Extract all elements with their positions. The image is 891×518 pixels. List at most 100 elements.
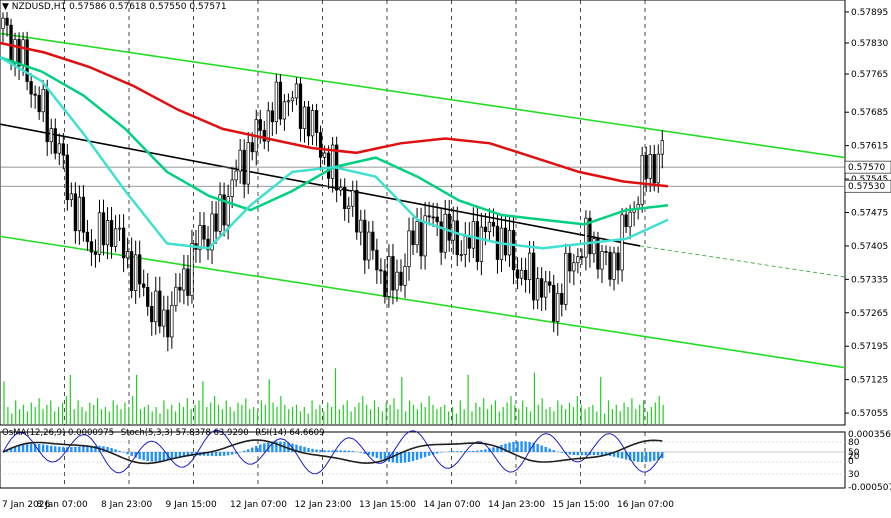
candle-body <box>359 219 363 233</box>
candle-body <box>576 256 580 264</box>
candle-body <box>443 213 447 253</box>
candle-body <box>81 196 86 233</box>
y-tick-label: 0.57055 <box>851 409 888 419</box>
candle-body <box>89 241 94 253</box>
y-tick-label: 0.57830 <box>851 39 888 49</box>
candle-body <box>423 215 427 257</box>
candle-body <box>447 213 451 241</box>
candle-body <box>596 238 600 270</box>
channel-mid-extension <box>639 245 846 278</box>
x-tick-label: 12 Jan 07:00 <box>230 500 287 510</box>
candle-body <box>387 256 391 297</box>
candle-body <box>13 39 17 64</box>
chart-header: ▼ NZDUSD,H1 0.57586 0.57618 0.57550 0.57… <box>2 2 227 12</box>
y-tick-label: 0.57765 <box>851 70 888 80</box>
candle-body <box>592 238 596 255</box>
candle-body <box>134 254 138 291</box>
candle-body <box>612 252 616 280</box>
candle-body <box>310 110 315 137</box>
channel-upper-line <box>0 32 846 159</box>
candle-body <box>142 283 146 288</box>
candle-body <box>5 17 9 26</box>
x-tick-label: 8 Jan 07:00 <box>37 500 89 510</box>
candle-body <box>503 227 508 256</box>
candle-body <box>85 231 90 243</box>
y-tick-label: 0.57895 <box>851 8 888 18</box>
candle-body <box>61 143 65 156</box>
y-tick-label: 0.57475 <box>851 209 888 219</box>
candle-body <box>475 221 480 262</box>
candle-body <box>113 228 118 247</box>
candle-body <box>105 220 110 246</box>
candle-body <box>395 271 399 291</box>
candle-body <box>262 129 266 142</box>
candle-body <box>21 39 25 67</box>
candle-body <box>660 140 664 155</box>
candle-body <box>379 269 383 272</box>
candle-body <box>242 149 246 185</box>
candle-body <box>162 309 166 327</box>
candle-body <box>198 225 202 250</box>
y-tick-label: 0.57405 <box>851 242 888 252</box>
candle-body <box>274 81 279 123</box>
candle-body <box>330 144 335 179</box>
candle-body <box>439 221 443 253</box>
candle-body <box>431 216 435 219</box>
candle-body <box>628 211 632 228</box>
candle-body <box>580 256 584 258</box>
candle-body <box>523 269 528 280</box>
candle-body <box>556 292 560 322</box>
candle-body <box>57 143 61 154</box>
candle-body <box>77 196 82 232</box>
candle-body <box>182 268 186 291</box>
candle-body <box>234 170 238 181</box>
candle-body <box>656 153 660 184</box>
candle-body <box>347 205 351 209</box>
candle-body <box>483 226 488 233</box>
candle-body <box>411 230 415 246</box>
candle-body <box>536 278 540 301</box>
candle-body <box>25 39 29 82</box>
candle-body <box>588 217 592 255</box>
x-tick-label: 16 Jan 07:00 <box>617 500 674 510</box>
candle-body <box>218 194 222 232</box>
candle-body <box>471 221 475 249</box>
candle-body <box>202 225 206 240</box>
candle-body <box>282 101 287 120</box>
candle-body <box>278 81 283 120</box>
candle-body <box>29 81 33 95</box>
candle-body <box>608 251 612 280</box>
candle-body <box>1 17 5 30</box>
candle-body <box>97 212 102 255</box>
candle-body <box>290 97 295 102</box>
candle-body <box>355 190 359 233</box>
candle-body <box>455 220 459 256</box>
candle-body <box>491 221 496 227</box>
price-tag-box <box>844 160 891 174</box>
candle-body <box>407 230 411 267</box>
candle-body <box>33 93 37 96</box>
price-tag-box <box>844 179 891 193</box>
candle-body <box>604 251 608 253</box>
candle-body <box>403 266 407 286</box>
candle-body <box>564 252 568 305</box>
dropdown-arrow-icon[interactable]: ▼ <box>2 2 9 12</box>
candle-body <box>552 284 556 322</box>
candle-body <box>560 292 564 305</box>
candle-body <box>399 271 403 286</box>
y-tick-label: 0.57615 <box>851 142 888 152</box>
candle-body <box>190 243 194 296</box>
candle-body <box>230 179 234 197</box>
candle-body <box>166 309 170 338</box>
indicator-tick-label: 20 <box>848 452 860 462</box>
y-tick-label: 0.57195 <box>851 342 888 352</box>
rsi-label: RSI(14) 64.6609 <box>255 428 325 438</box>
candle-body <box>467 236 471 249</box>
candle-body <box>367 231 371 261</box>
candle-body <box>109 220 114 247</box>
candle-body <box>286 100 291 103</box>
candle-body <box>568 252 572 272</box>
candle-body <box>326 152 331 179</box>
candle-body <box>391 256 395 291</box>
